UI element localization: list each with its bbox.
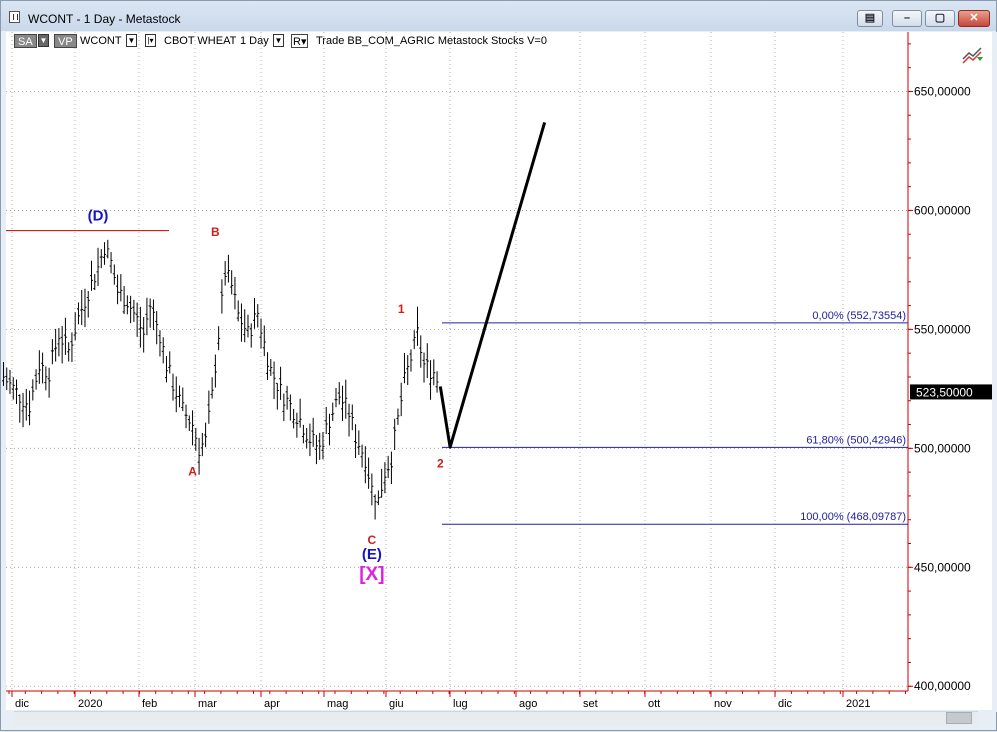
sa-button[interactable]: SA	[14, 34, 37, 48]
minimize-button[interactable]: –	[892, 10, 922, 27]
y-tick-label: 400,00000	[914, 679, 971, 693]
maximize-icon: ▢	[934, 12, 946, 24]
chart-icons	[962, 47, 983, 64]
x-tick-label: lug	[453, 698, 468, 710]
forecast-line	[438, 121, 547, 449]
x-tick-label: 2021	[846, 698, 870, 710]
wave-label: 2	[437, 456, 444, 470]
close-button[interactable]: ✕	[958, 10, 990, 27]
fib-level-label: 61,80% (500,42946)	[806, 434, 906, 446]
x-tick-label: dic	[778, 698, 793, 710]
wave-labels: (D) B A 1 2 C(E)[X]	[88, 208, 444, 586]
x-tick-label: ott	[648, 698, 660, 710]
horizontal-scrollbar[interactable]	[14, 711, 978, 726]
wave-label: C	[368, 533, 377, 547]
period-toggle-icon[interactable]: |▾	[145, 34, 156, 47]
r-label: R	[293, 36, 301, 48]
close-icon: ✕	[969, 12, 979, 24]
x-tick-label: nov	[714, 698, 732, 710]
metastock-app-icon	[9, 11, 20, 23]
y-tick-label: 650,00000	[914, 84, 971, 98]
sa-dropdown-icon[interactable]: ▼	[38, 34, 49, 47]
right-border	[992, 32, 997, 712]
y-tick-label: 450,00000	[914, 560, 971, 574]
chart-area[interactable]	[6, 32, 993, 710]
wave-label: (E)	[362, 546, 382, 563]
maximize-button[interactable]: ▢	[925, 10, 955, 27]
symbol-dropdown-icon[interactable]: ▼	[126, 34, 137, 47]
window-title: WCONT - 1 Day - Metastock	[28, 12, 181, 26]
x-tick-label: giu	[389, 698, 404, 710]
x-tick-label: ago	[519, 698, 537, 710]
fib-level-label: 100,00% (468,09787)	[800, 511, 906, 523]
title-bar[interactable]: WCONT - 1 Day - Metastock ▤ – ▢ ✕	[1, 1, 996, 31]
vp-button[interactable]: VP	[54, 34, 77, 48]
r-button[interactable]: R▾	[291, 34, 309, 48]
x-tick-label: dic	[15, 698, 30, 710]
wave-label: A	[188, 464, 197, 478]
wave-label: B	[211, 225, 220, 239]
x-tick-label: mar	[198, 698, 217, 710]
y-tick-label: 500,00000	[914, 441, 971, 455]
chart-info-text: Trade BB_COM_AGRIC Metastock Stocks V=0	[316, 35, 547, 47]
fib-level-label: 0,00% (552,73554)	[812, 310, 906, 322]
chart-tools-icon[interactable]	[962, 47, 983, 64]
y-tick-label: 550,00000	[914, 322, 971, 336]
x-tick-label: apr	[264, 698, 280, 710]
x-tick-label: 2020	[78, 698, 102, 710]
wave-label: (D)	[88, 208, 109, 225]
minimize-icon: –	[903, 12, 911, 24]
y-axis: 650,00000 600,00000 550,00000 500,00000 450,…	[907, 32, 992, 693]
x-axis: dic 2020 feb mar apr mag giu lug ago set ott nov dic…	[6, 690, 908, 710]
period-label: 1 Day	[240, 35, 269, 47]
current-price-label: 523,50000	[916, 385, 973, 399]
period-dropdown-icon[interactable]: ▼	[273, 34, 284, 47]
price-bars	[1, 239, 439, 520]
chart-overlays: 0,00% (552,73554) 61,80% (500,42946) 100,0…	[6, 121, 908, 525]
symbol-label: WCONT	[80, 35, 122, 47]
wave-label: [X]	[359, 564, 384, 585]
x-tick-label: mag	[327, 698, 348, 710]
x-tick-label: feb	[142, 698, 157, 710]
current-price-box	[910, 384, 992, 400]
y-tick-label: 600,00000	[914, 203, 971, 217]
x-tick-label: set	[583, 698, 598, 710]
window-list-icon: ▤	[864, 12, 876, 24]
scrollbar-thumb[interactable]	[946, 712, 972, 724]
chart-grid	[6, 32, 908, 691]
wave-label: 1	[398, 302, 405, 316]
instrument-label: CBOT WHEAT	[164, 35, 237, 47]
restore-window-button[interactable]: ▤	[857, 10, 883, 27]
